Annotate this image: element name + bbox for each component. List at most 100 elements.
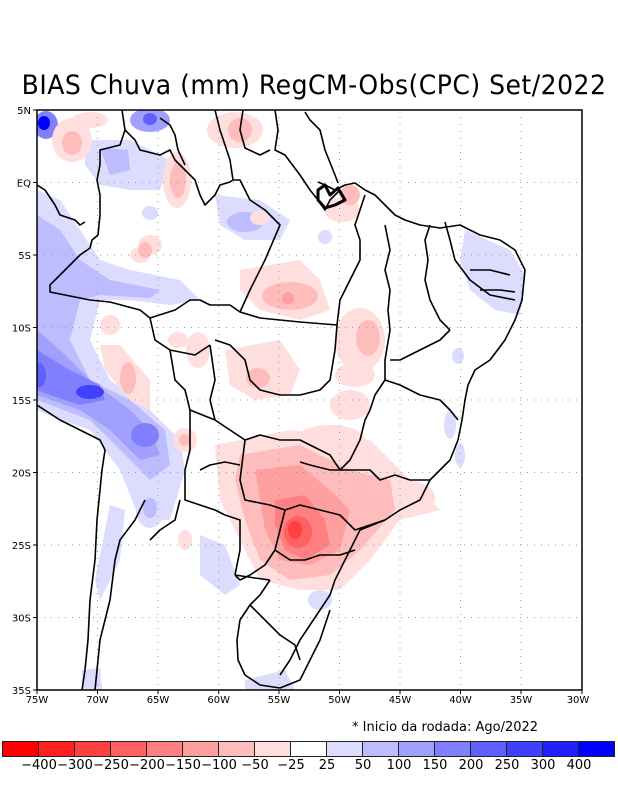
- x-tick-label: 60W: [207, 695, 230, 706]
- negative-bias-area: [100, 315, 120, 335]
- positive-bias-area: [142, 206, 158, 220]
- chart-title: BIAS Chuva (mm) RegCM-Obs(CPC) Set/2022: [21, 70, 607, 101]
- legend-color-box: [182, 741, 219, 757]
- positive-bias-area: [452, 348, 464, 364]
- negative-bias-area: [288, 521, 302, 539]
- legend-label: −400: [21, 758, 57, 773]
- x-tick-label: 35W: [510, 695, 533, 706]
- border-line: [94, 499, 181, 690]
- y-axis-labels: 5N EQ 5S 10S 15S 20S 25S 30S 35S: [12, 106, 31, 697]
- border-line: [384, 379, 459, 421]
- legend-color-box: [110, 741, 147, 757]
- legend-label: 300: [530, 758, 556, 773]
- negative-bias-area: [335, 363, 375, 387]
- precip-bias-field: [37, 110, 525, 690]
- border-line: [384, 224, 391, 380]
- positive-bias-area: [143, 498, 157, 518]
- x-tick-label: 30W: [567, 695, 590, 706]
- positive-bias-area: [143, 113, 157, 125]
- positive-bias-area: [245, 670, 295, 690]
- legend-color-box: [578, 741, 615, 757]
- legend-color-box: [146, 741, 183, 757]
- positive-bias-area: [37, 363, 46, 387]
- x-tick-label: 50W: [328, 695, 351, 706]
- legend-label: −300: [57, 758, 93, 773]
- legend-label: 150: [422, 758, 448, 773]
- positive-bias-area: [95, 505, 125, 600]
- border-line: [299, 379, 386, 471]
- x-tick-label: 45W: [389, 695, 412, 706]
- negative-bias-area: [186, 332, 210, 368]
- legend-color-box: [470, 741, 507, 757]
- legend-label: −50: [241, 758, 269, 773]
- positive-bias-area: [318, 230, 332, 244]
- legend-label: −200: [129, 758, 165, 773]
- run-start-note: * Inicio da rodada: Ago/2022: [352, 720, 539, 735]
- negative-bias-area: [250, 211, 270, 225]
- positive-bias-area: [37, 215, 170, 480]
- border-line: [199, 461, 241, 471]
- legend-color-box: [326, 741, 363, 757]
- legend-color-box: [218, 741, 255, 757]
- positive-bias-area: [460, 230, 525, 315]
- legend-color-box: [434, 741, 471, 757]
- border-line: [234, 549, 276, 581]
- legend-label: −100: [201, 758, 237, 773]
- positive-bias-area: [38, 116, 50, 130]
- legend-color-box: [398, 741, 435, 757]
- legend-color-box: [2, 741, 39, 757]
- color-legend: [2, 741, 615, 757]
- border-line: [159, 117, 186, 166]
- positive-bias-area: [444, 411, 456, 439]
- legend-label: 100: [386, 758, 412, 773]
- negative-bias-area: [330, 390, 370, 420]
- border-line: [209, 344, 246, 441]
- axis-ticks: [33, 109, 583, 694]
- border-line: [214, 110, 234, 181]
- y-tick-label: 5N: [17, 106, 31, 117]
- border-line: [49, 110, 338, 326]
- legend-label: 50: [354, 758, 372, 773]
- border-line: [390, 329, 451, 361]
- border-line: [234, 574, 271, 581]
- legend-label: −150: [165, 758, 201, 773]
- negative-bias-area: [282, 292, 294, 304]
- legend-label: 25: [318, 758, 336, 773]
- x-tick-label: 75W: [26, 695, 49, 706]
- y-tick-label: 30S: [12, 614, 31, 625]
- legend-color-box: [506, 741, 543, 757]
- legend-label: 200: [458, 758, 484, 773]
- border-line: [274, 509, 356, 561]
- legend-label: −250: [93, 758, 129, 773]
- negative-bias-area: [120, 362, 136, 394]
- border-line: [184, 410, 241, 576]
- border-line: [444, 221, 516, 301]
- legend-color-box: [290, 741, 327, 757]
- border-line: [274, 110, 341, 211]
- y-tick-label: 5S: [18, 251, 31, 262]
- x-axis-labels: 75W 70W 65W 60W 55W 50W 45W 40W 35W 30W: [26, 695, 590, 706]
- legend-color-box: [542, 741, 579, 757]
- negative-bias-area: [178, 530, 192, 550]
- y-tick-label: 10S: [12, 324, 31, 335]
- border-line: [340, 469, 430, 481]
- x-tick-label: 65W: [147, 695, 170, 706]
- positive-bias-area: [455, 443, 465, 467]
- y-tick-label: 25S: [12, 541, 31, 552]
- political-boundaries: [37, 110, 526, 690]
- x-tick-label: 40W: [449, 695, 472, 706]
- legend-color-box: [74, 741, 111, 757]
- legend-label: 400: [566, 758, 592, 773]
- x-tick-label: 55W: [268, 695, 291, 706]
- border-line: [239, 434, 341, 511]
- border-line: [336, 194, 366, 326]
- x-tick-label: 70W: [86, 695, 109, 706]
- border-line: [424, 224, 451, 331]
- border-line: [239, 110, 271, 156]
- negative-bias-area: [179, 434, 191, 446]
- negative-bias-area: [138, 242, 152, 258]
- positive-bias-area: [200, 535, 240, 595]
- legend-color-box: [254, 741, 291, 757]
- positive-bias-area: [76, 385, 104, 399]
